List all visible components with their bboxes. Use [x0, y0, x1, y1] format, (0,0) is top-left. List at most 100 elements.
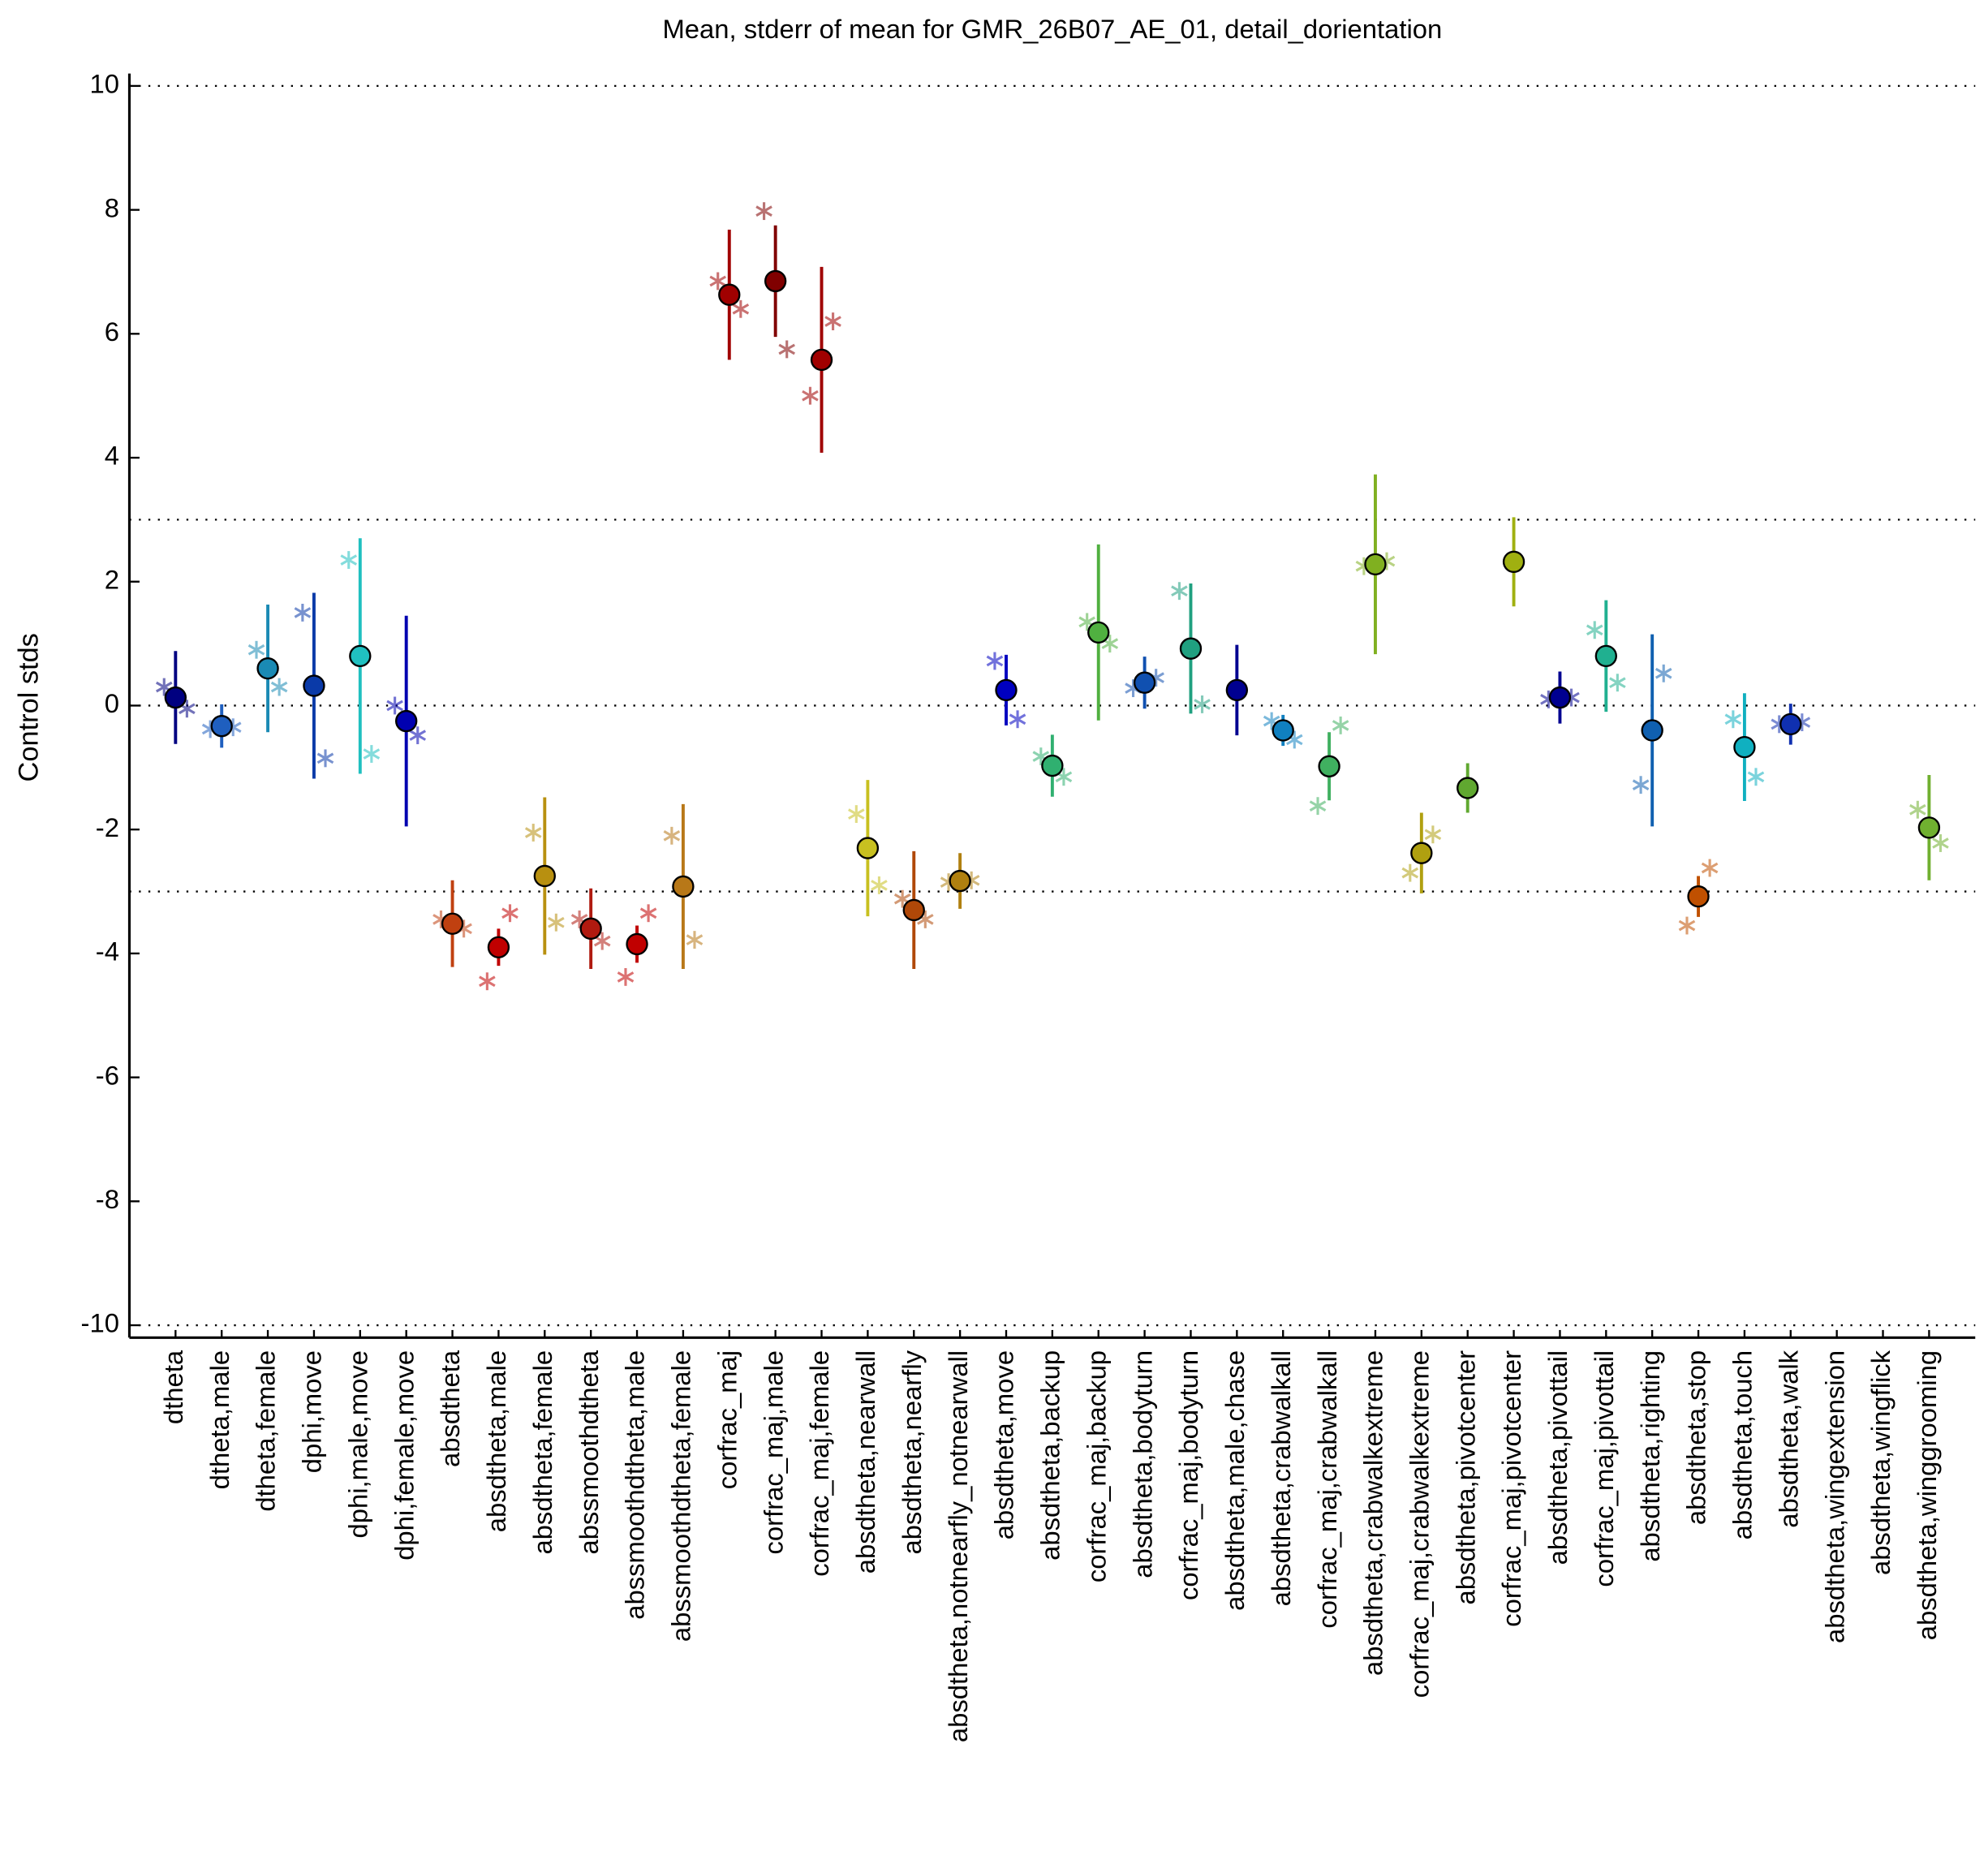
mean-marker: [1133, 671, 1156, 694]
x-tick-label: absdtheta,backup: [1035, 1350, 1065, 1561]
marker-star: [316, 749, 334, 768]
x-tick-label: dphi,female,move: [389, 1350, 419, 1561]
x-tick-label: absdtheta,wingflick: [1865, 1350, 1895, 1575]
mean-marker: [1641, 719, 1663, 742]
x-tick-label: absdtheta,nearfly: [897, 1350, 927, 1554]
y-tick-label: 2: [105, 564, 119, 594]
mean-marker: [579, 917, 602, 941]
x-tick-label: abssmoothdtheta,male: [620, 1350, 650, 1620]
x-tick-label: corfrac_maj,backup: [1081, 1350, 1111, 1582]
x-tick-label: dphi,male,move: [342, 1350, 372, 1539]
x-tick-label: corfrac_maj,male: [758, 1350, 788, 1555]
y-tick-label: -2: [96, 812, 119, 842]
mean-marker: [1457, 777, 1479, 799]
marker-star: [340, 551, 358, 569]
y-axis-label: Control stds: [14, 633, 45, 781]
mean-marker: [1410, 842, 1433, 864]
mean-marker: [856, 837, 880, 859]
marker-star: [1424, 825, 1442, 844]
y-tick-label: 8: [105, 192, 119, 222]
marker-star: [986, 652, 1004, 670]
mean-marker: [1225, 678, 1249, 702]
marker-star: [1332, 716, 1349, 734]
marker-star: [824, 312, 841, 330]
mean-marker: [995, 678, 1018, 702]
y-tick-label: 4: [105, 441, 119, 471]
x-tick-label: abssmoothdtheta,female: [666, 1350, 696, 1642]
x-tick-label: absdtheta,crabwalkall: [1266, 1350, 1296, 1606]
marker-star: [617, 967, 635, 986]
x-tick-label: absdtheta,walk: [1773, 1350, 1803, 1527]
marker-star: [1932, 834, 1949, 852]
marker-star: [479, 972, 496, 991]
mean-marker: [1733, 735, 1756, 759]
marker-star: [755, 202, 772, 221]
x-tick-label: absdtheta,bodyturn: [1127, 1350, 1157, 1578]
mean-marker: [1087, 621, 1110, 644]
marker-star: [1309, 797, 1327, 816]
x-tick-label: dphi,move: [297, 1350, 327, 1473]
mean-marker: [1687, 885, 1710, 908]
mean-marker: [395, 709, 418, 733]
x-tick-label: absdtheta,righting: [1635, 1350, 1665, 1562]
mean-marker: [1179, 637, 1203, 660]
x-tick-label: absdtheta,male: [481, 1350, 511, 1532]
x-tick-label: absdtheta,notnearfly_notnearwall: [943, 1350, 973, 1742]
mean-marker: [1041, 754, 1064, 777]
x-tick-label: absdtheta,touch: [1728, 1350, 1758, 1539]
marker-star: [1194, 695, 1211, 713]
x-tick-label: absdtheta,pivottail: [1543, 1350, 1573, 1565]
x-tick-label: abssmoothdtheta: [574, 1350, 604, 1554]
mean-marker: [672, 875, 695, 898]
x-tick-label: corfrac_maj,crabwalkall: [1312, 1350, 1342, 1629]
y-tick-label: 10: [89, 69, 118, 99]
y-tick-label: -10: [81, 1308, 119, 1338]
mean-marker: [533, 864, 556, 888]
marker-star: [1909, 800, 1926, 819]
mean-marker: [718, 283, 741, 306]
marker-star: [363, 745, 381, 763]
mean-marker: [210, 714, 233, 738]
x-tick-label: absdtheta,stop: [1681, 1350, 1711, 1525]
marker-star: [501, 904, 519, 923]
x-tick-label: dtheta,female: [251, 1350, 281, 1512]
marker-star: [871, 876, 888, 894]
marker-star: [686, 931, 704, 949]
x-tick-label: corfrac_maj,bodyturn: [1173, 1350, 1203, 1600]
marker-star: [1401, 863, 1419, 882]
marker-star: [409, 726, 427, 745]
mean-marker: [949, 869, 971, 893]
marker-star: [1701, 859, 1719, 877]
x-tick-label: absdtheta,female: [527, 1350, 557, 1555]
mean-marker: [1594, 644, 1617, 668]
y-tick-label: 6: [105, 316, 119, 347]
marker-star: [1632, 776, 1650, 794]
marker-star: [709, 272, 727, 291]
x-tick-label: absdtheta,male,chase: [1220, 1350, 1250, 1611]
mean-marker: [902, 898, 925, 922]
marker-star: [778, 340, 796, 359]
x-tick-label: corfrac_maj,female: [804, 1350, 834, 1577]
mean-marker: [349, 644, 372, 668]
y-tick-label: -6: [96, 1060, 119, 1090]
marker-star: [1747, 768, 1765, 786]
mean-marker: [626, 932, 648, 956]
marker-star: [802, 386, 819, 405]
x-tick-label: corfrac_maj,pivottail: [1589, 1350, 1619, 1587]
marker-star: [639, 904, 657, 923]
mean-marker: [1779, 713, 1802, 736]
marker-star: [1655, 664, 1672, 682]
x-tick-label: corfrac_maj: [712, 1350, 742, 1489]
marker-star: [1171, 582, 1188, 601]
x-tick-label: corfrac_maj,crabwalkextreme: [1405, 1350, 1435, 1698]
y-tick-label: 0: [105, 688, 119, 718]
y-tick-label: -8: [96, 1184, 119, 1214]
marker-star: [663, 826, 681, 845]
mean-marker: [487, 936, 510, 958]
mean-marker: [1548, 686, 1572, 709]
mean-marker: [764, 269, 787, 293]
y-tick-label: -4: [96, 936, 119, 967]
mean-marker: [303, 674, 325, 697]
mean-marker: [1272, 719, 1294, 742]
